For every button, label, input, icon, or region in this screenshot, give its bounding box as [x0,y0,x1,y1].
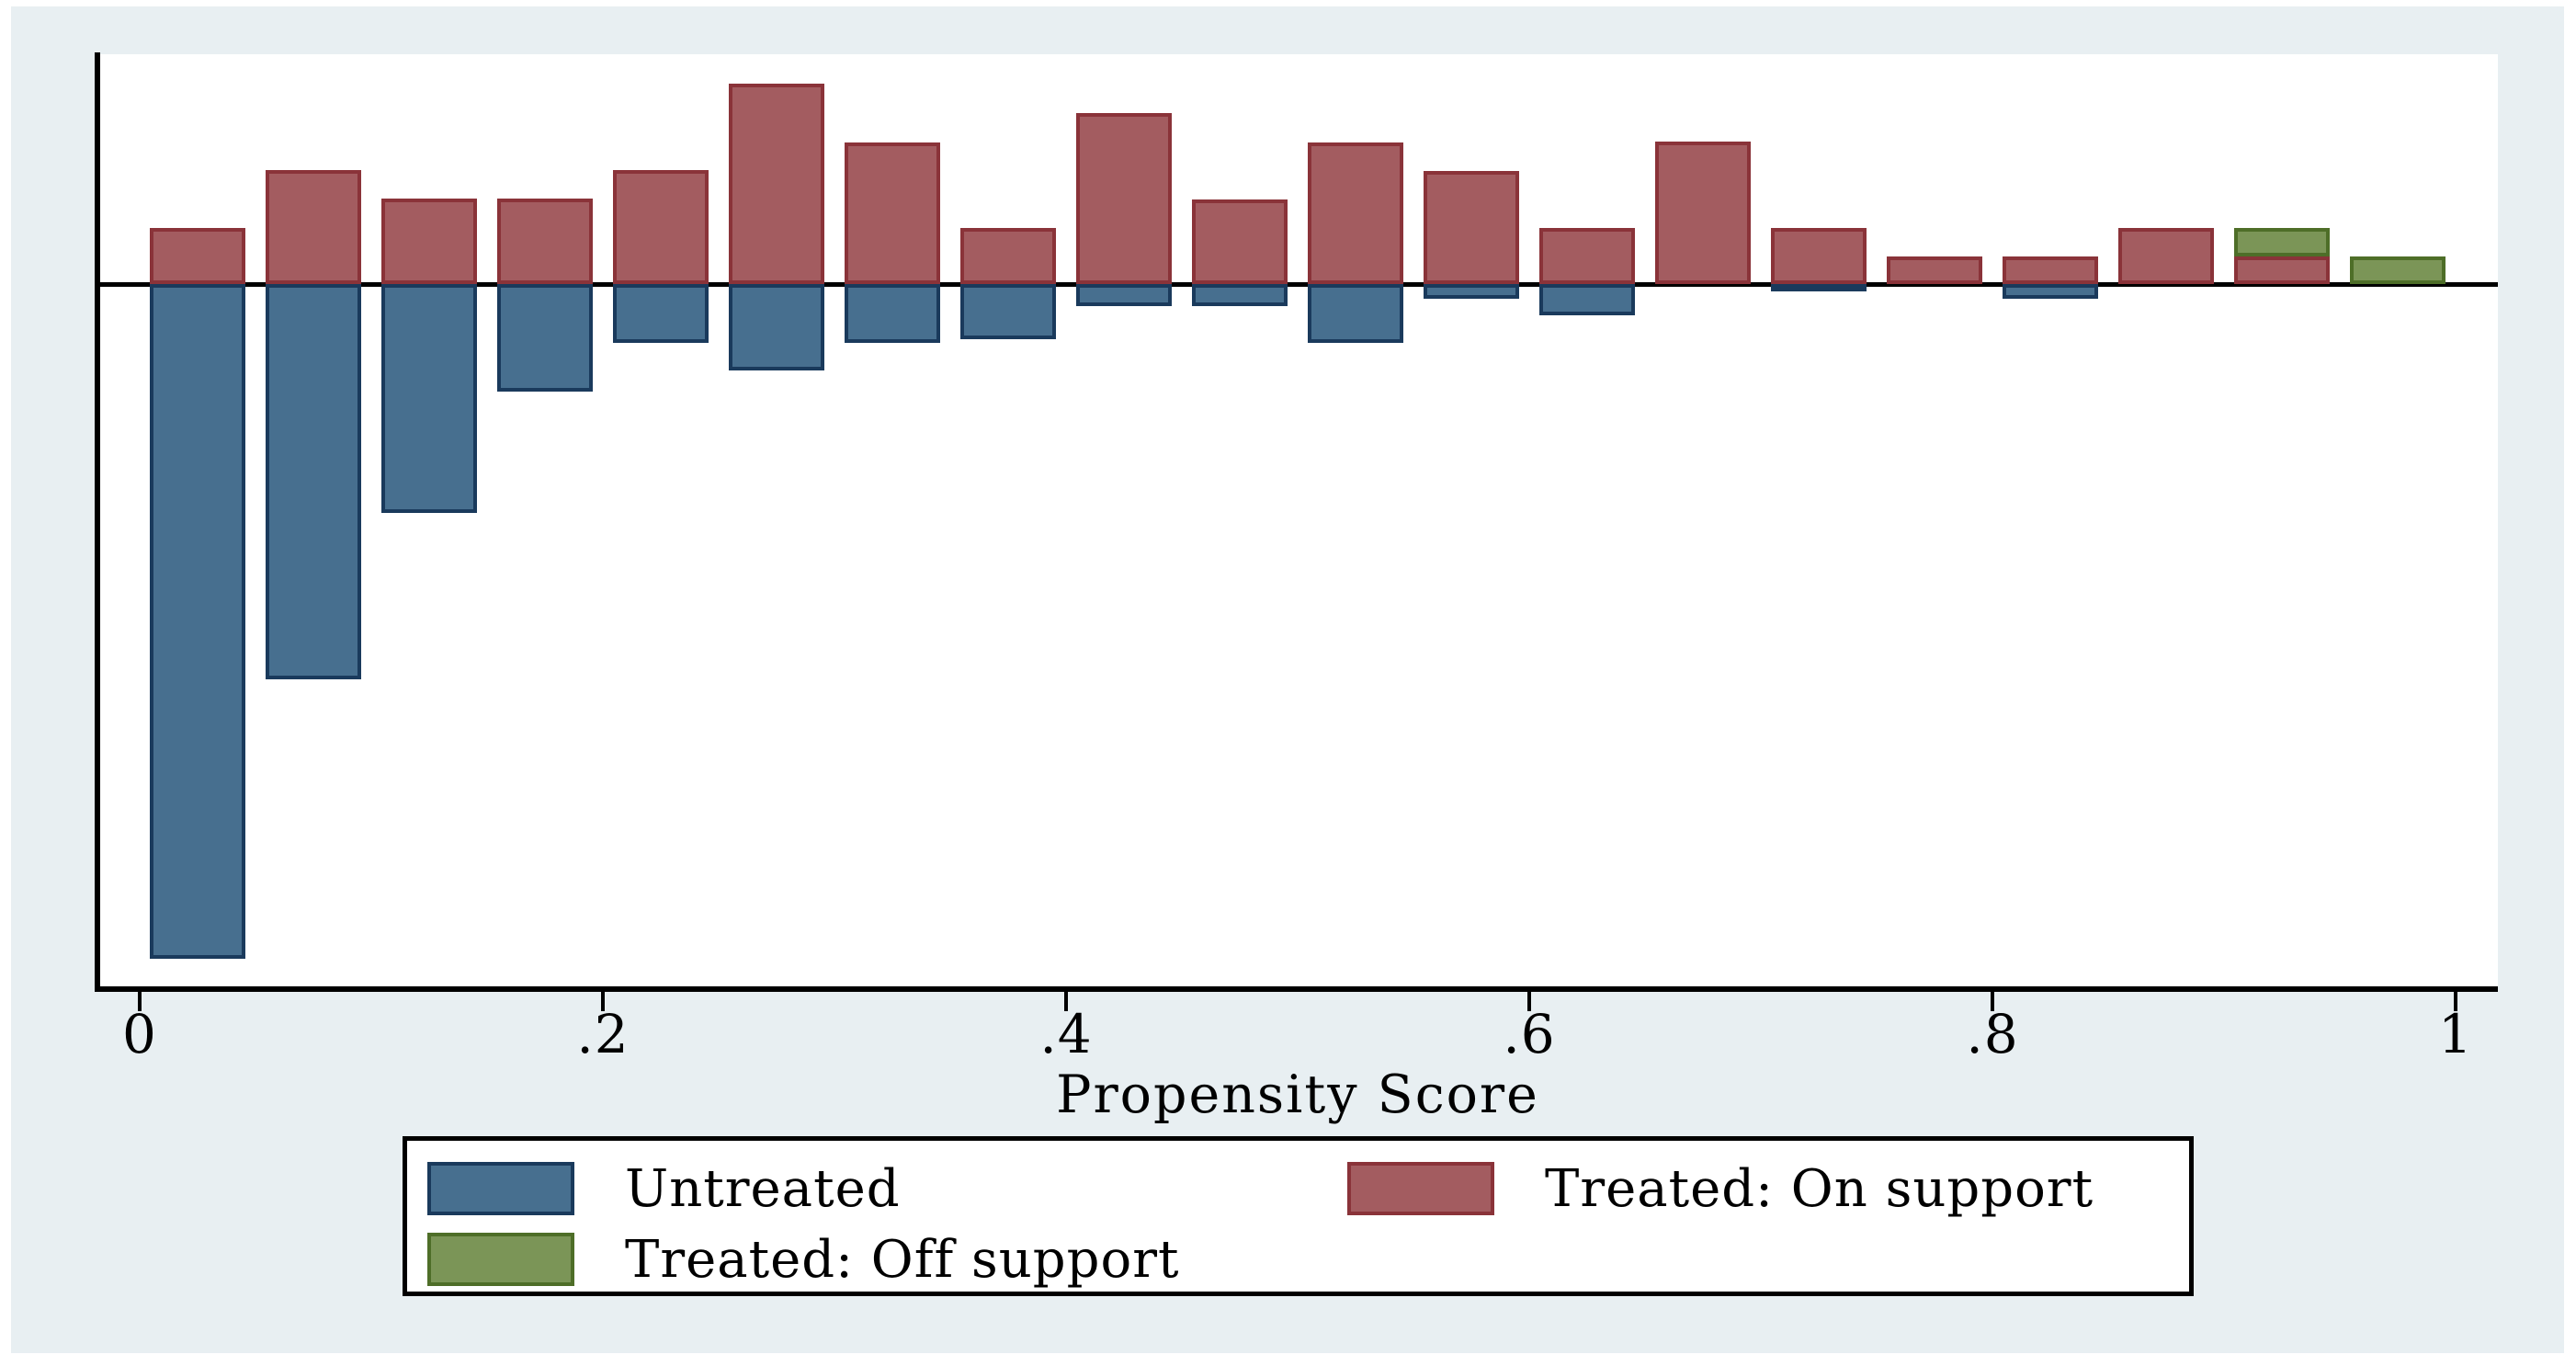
bar-treated-on-0 [150,228,245,284]
bar-treated-on-3 [497,199,593,284]
y-axis-line [95,52,100,992]
x-tick-0 [138,992,142,1011]
bar-untreated-16 [2003,284,2098,299]
x-tick-.4 [1064,992,1068,1011]
x-tick-label-.8: .8 [1966,1003,2019,1065]
bar-treated-on-6 [845,142,940,284]
bar-treated-on-4 [613,170,709,284]
bar-untreated-12 [1539,284,1635,315]
x-axis-title: Propensity Score [1056,1064,1539,1125]
bar-untreated-3 [497,284,593,392]
x-tick-.2 [601,992,605,1011]
legend-item-treated-on: Treated: On support [1347,1158,2094,1219]
zero-baseline [100,282,2498,287]
bar-untreated-10 [1308,284,1403,343]
x-tick-label-.4: .4 [1039,1003,1093,1065]
bar-untreated-11 [1424,284,1519,299]
bar-treated-on-14 [1771,228,1867,284]
bar-treated-on-15 [1887,256,1982,284]
bar-untreated-14 [1771,284,1867,291]
bar-treated-on-1 [266,170,361,284]
x-tick-label-1: 1 [2438,1003,2473,1065]
bar-untreated-9 [1192,284,1288,306]
bar-untreated-2 [381,284,477,513]
x-axis-line [95,986,2498,992]
bar-treated-on-5 [729,84,824,284]
bar-untreated-7 [960,284,1056,339]
legend-box: Untreated Treated: On support Treated: O… [403,1136,2194,1296]
bar-treated-on-8 [1076,113,1172,284]
bar-treated-off-19 [2350,256,2445,284]
legend-label-treated-off: Treated: Off support [625,1229,1180,1290]
bar-untreated-8 [1076,284,1172,306]
x-tick-.8 [1991,992,1994,1011]
legend-label-untreated: Untreated [625,1158,901,1219]
bar-untreated-6 [845,284,940,343]
treated-off-support-swatch [427,1233,574,1286]
untreated-swatch [427,1162,574,1215]
bar-treated-on-16 [2003,256,2098,284]
bar-treated-on-13 [1655,142,1751,284]
x-tick-label-.2: .2 [576,1003,630,1065]
x-tick-1 [2454,992,2457,1011]
x-tick-label-0: 0 [122,1003,157,1065]
bar-treated-on-7 [960,228,1056,284]
bar-treated-on-10 [1308,142,1403,284]
bar-treated-off-18 [2234,228,2330,256]
bar-treated-on-17 [2118,228,2214,284]
legend-item-treated-off: Treated: Off support [427,1229,1180,1290]
bar-treated-on-18 [2234,256,2330,284]
bar-treated-on-9 [1192,199,1288,284]
bar-untreated-1 [266,284,361,679]
bar-treated-on-12 [1539,228,1635,284]
bar-treated-on-11 [1424,171,1519,284]
bar-untreated-0 [150,284,245,959]
x-tick-.6 [1527,992,1531,1011]
plot-area [100,54,2498,986]
treated-on-support-swatch [1347,1162,1494,1215]
legend-label-treated-on: Treated: On support [1545,1158,2094,1219]
legend-item-untreated: Untreated [427,1158,901,1219]
bar-untreated-4 [613,284,709,343]
bar-treated-on-2 [381,199,477,284]
x-tick-label-.6: .6 [1503,1003,1556,1065]
bar-untreated-5 [729,284,824,370]
